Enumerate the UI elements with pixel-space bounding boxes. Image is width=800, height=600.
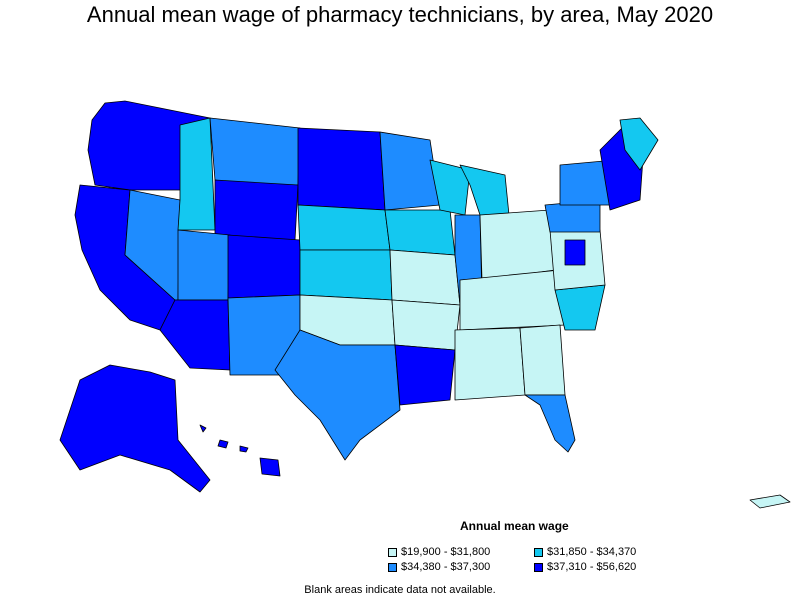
legend-item-q4: $37,310 - $56,620 bbox=[534, 561, 636, 573]
region-colorado[interactable] bbox=[227, 234, 301, 299]
region-nebraska[interactable] bbox=[297, 204, 391, 251]
legend-swatch-q4 bbox=[534, 562, 543, 572]
contiguous-us bbox=[74, 100, 659, 461]
region-montana[interactable] bbox=[209, 117, 301, 186]
legend-label-q3: $34,380 - $37,300 bbox=[401, 561, 491, 573]
legend-item-q2: $31,850 - $34,370 bbox=[534, 546, 636, 558]
region-louisiana[interactable] bbox=[394, 344, 456, 406]
region-puerto-rico[interactable] bbox=[749, 494, 791, 509]
region-dakotas[interactable] bbox=[297, 127, 386, 211]
legend-label-q1: $19,900 - $31,800 bbox=[401, 546, 491, 558]
legend-label-q4: $37,310 - $56,620 bbox=[547, 561, 637, 573]
legend-label-q2: $31,850 - $34,370 bbox=[547, 546, 637, 558]
legend-swatch-q1 bbox=[388, 547, 397, 557]
legend-item-q3: $34,380 - $37,300 bbox=[388, 561, 490, 573]
region-mississippi-alabama[interactable] bbox=[454, 327, 526, 401]
map-title: Annual mean wage of pharmacy technicians… bbox=[86, 2, 714, 27]
region-utah[interactable] bbox=[177, 229, 231, 301]
region-minnesota[interactable] bbox=[379, 131, 441, 211]
legend-item-q1: $19,900 - $31,800 bbox=[388, 546, 490, 558]
region-maryland-dc[interactable] bbox=[564, 239, 586, 266]
footnote: Blank areas indicate data not available. bbox=[304, 584, 496, 596]
region-alaska[interactable] bbox=[59, 364, 211, 493]
region-georgia[interactable] bbox=[519, 324, 566, 396]
region-arizona[interactable] bbox=[159, 299, 231, 371]
region-hawaii[interactable] bbox=[199, 424, 281, 477]
region-kansas[interactable] bbox=[299, 249, 393, 301]
legend-title: Annual mean wage bbox=[460, 519, 569, 533]
region-kentucky-tennessee[interactable] bbox=[459, 269, 566, 331]
region-wyoming[interactable] bbox=[214, 179, 299, 241]
region-idaho[interactable] bbox=[177, 117, 216, 231]
legend-swatch-q3 bbox=[388, 562, 397, 572]
region-maine[interactable] bbox=[619, 117, 659, 171]
region-indiana-ohio[interactable] bbox=[479, 209, 556, 281]
legend-swatch-q2 bbox=[534, 547, 543, 557]
region-florida[interactable] bbox=[524, 394, 576, 453]
region-missouri[interactable] bbox=[389, 249, 461, 306]
region-texas[interactable] bbox=[274, 329, 401, 461]
region-arkansas[interactable] bbox=[391, 299, 461, 351]
region-iowa[interactable] bbox=[384, 209, 456, 256]
